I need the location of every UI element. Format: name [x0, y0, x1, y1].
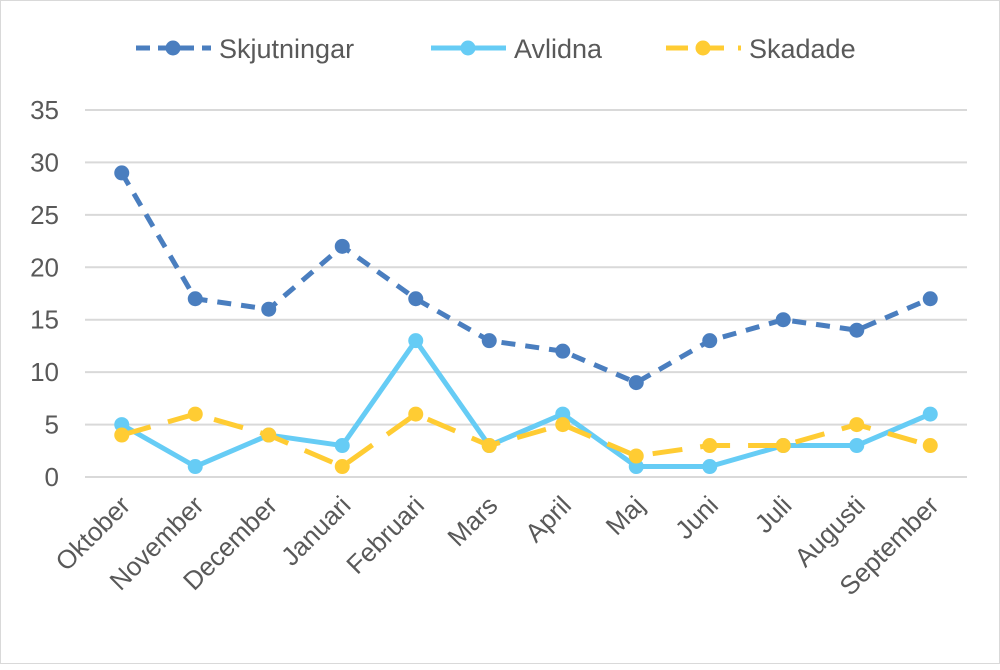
legend-item: Skadade	[666, 34, 856, 64]
data-point	[555, 343, 571, 359]
legend-item: Skjutningar	[136, 34, 354, 64]
data-point	[922, 406, 938, 422]
x-tick-label: Maj	[600, 490, 651, 541]
data-point	[408, 291, 424, 307]
data-point	[922, 438, 938, 454]
data-point	[114, 417, 130, 433]
y-tick-label: 30	[30, 147, 59, 177]
data-point	[408, 406, 424, 422]
series-line	[119, 171, 932, 386]
data-point	[628, 459, 644, 475]
data-point	[481, 333, 497, 349]
legend-label: Skadade	[749, 34, 856, 64]
data-point	[849, 322, 865, 338]
series-skadade	[114, 406, 938, 475]
data-point	[922, 291, 938, 307]
data-point	[114, 427, 130, 443]
data-point	[555, 417, 571, 433]
x-tick-label: Mars	[441, 490, 503, 552]
x-tick-label: Juni	[669, 490, 724, 545]
data-point	[481, 438, 497, 454]
y-tick-label: 20	[30, 252, 59, 282]
data-point	[702, 459, 718, 475]
y-tick-label: 15	[30, 305, 59, 335]
series-avlidna	[114, 333, 938, 475]
legend-marker	[165, 40, 181, 56]
data-point	[849, 438, 865, 454]
data-point	[187, 459, 203, 475]
x-tick-label: Juli	[749, 490, 798, 539]
legend-item: Avlidna	[431, 34, 603, 64]
legend-marker	[460, 40, 476, 56]
data-point	[408, 333, 424, 349]
data-point	[334, 438, 350, 454]
data-point	[334, 459, 350, 475]
data-point	[775, 438, 791, 454]
legend-label: Avlidna	[514, 34, 603, 64]
y-tick-label: 5	[45, 410, 59, 440]
series-skjutningar	[114, 165, 938, 391]
data-point	[187, 406, 203, 422]
data-point	[555, 406, 571, 422]
data-point	[628, 375, 644, 391]
data-point	[334, 238, 350, 254]
legend-marker	[695, 40, 711, 56]
data-point	[702, 333, 718, 349]
data-point	[261, 427, 277, 443]
data-point	[261, 301, 277, 317]
data-point	[702, 438, 718, 454]
data-point	[187, 291, 203, 307]
legend-label: Skjutningar	[219, 34, 354, 64]
y-tick-label: 25	[30, 200, 59, 230]
data-point	[775, 312, 791, 328]
series-line	[121, 411, 931, 470]
data-point	[628, 448, 644, 464]
y-tick-label: 0	[45, 462, 59, 492]
x-tick-label: April	[519, 490, 577, 548]
series-line	[120, 338, 932, 470]
x-tick-label: Februari	[340, 490, 430, 580]
data-point	[849, 417, 865, 433]
y-tick-label: 10	[30, 357, 59, 387]
data-point	[114, 165, 130, 181]
y-tick-label: 35	[30, 95, 59, 125]
